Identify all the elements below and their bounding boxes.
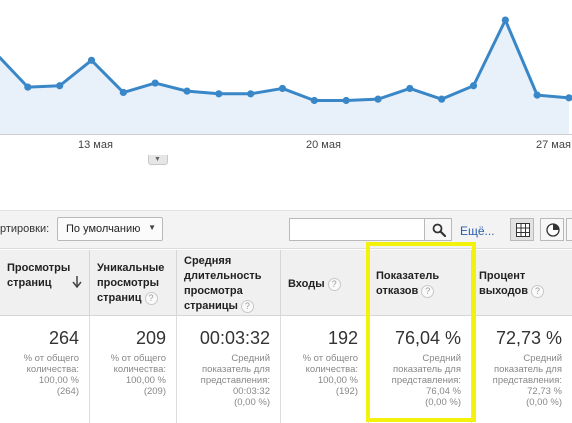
col-head-avg-time[interactable]: Средняя длительность просмотра страницы? (177, 250, 281, 316)
chart-point[interactable] (438, 95, 446, 103)
help-icon[interactable]: ? (531, 284, 545, 298)
col-head-entrances[interactable]: Входы? (281, 250, 369, 316)
table-toolbar: ртировки: По умолчанию ▼ Ещё... (0, 211, 572, 249)
col-head-pageviews[interactable]: Просмотры страниц (0, 250, 90, 316)
total-cell-exit-rate: 72,73 % Средний показатель для представл… (472, 316, 572, 423)
col-head-label: Уникальные просмотры страниц (97, 262, 165, 304)
chart-point[interactable] (56, 82, 64, 90)
chart-point[interactable] (278, 84, 287, 93)
x-tick-label-20-may: 20 мая (306, 139, 341, 151)
pie-chart-icon (546, 223, 560, 237)
col-head-bounce-rate[interactable]: Показатель отказов? (369, 250, 472, 316)
help-icon[interactable]: ? (421, 284, 435, 298)
total-subtext: Средний показатель для представления: 76… (391, 353, 461, 408)
total-cell-unique-pageviews: 209 % от общего количества: 100,00 % (20… (90, 316, 177, 423)
highlight-box (366, 242, 476, 422)
chart-point[interactable] (247, 90, 255, 98)
total-value: 72,73 % (495, 328, 562, 348)
view-pie-button[interactable] (540, 218, 564, 241)
table-grid-icon (516, 223, 530, 237)
chart-point[interactable] (501, 16, 509, 24)
chart-point[interactable] (342, 96, 350, 105)
col-head-exit-rate[interactable]: Процент выходов? (472, 250, 572, 316)
total-value: 00:03:32 (199, 328, 270, 348)
col-head-label: Процент выходов (479, 270, 529, 297)
total-value: 209 (135, 328, 166, 348)
total-subtext: Средний показатель для представления: 00… (200, 353, 270, 408)
chart-point[interactable] (374, 95, 382, 103)
total-subtext: % от общего количества: 100,00 % (209) (110, 353, 166, 397)
help-icon[interactable]: ? (327, 277, 341, 291)
x-tick-label-27-may: 27 мая (536, 139, 571, 151)
col-head-label: Просмотры страниц (7, 262, 71, 289)
chart-point[interactable] (24, 83, 32, 91)
search-button[interactable] (424, 218, 452, 241)
total-value: 264 (48, 328, 79, 348)
chart-point[interactable] (183, 87, 191, 95)
total-cell-avg-time: 00:03:32 Средний показатель для представ… (177, 316, 281, 423)
col-head-label: Средняя длительность просмотра страницы (184, 255, 262, 312)
timeline-chart-svg (0, 16, 572, 135)
total-cell-bounce-rate: 76,04 % Средний показатель для представл… (369, 316, 472, 423)
chart-point[interactable] (533, 91, 541, 99)
chart-point[interactable] (215, 90, 223, 98)
chart-point[interactable] (310, 96, 318, 105)
total-subtext: % от общего количества: 100,00 % (192) (302, 353, 358, 397)
help-icon[interactable]: ? (144, 291, 158, 305)
chart-point[interactable] (119, 88, 127, 97)
x-tick-label-13-may: 13 мая (78, 139, 113, 151)
total-subtext: Средний показатель для представления: 72… (492, 353, 562, 408)
help-icon[interactable]: ? (240, 299, 254, 313)
more-link[interactable]: Ещё... (460, 224, 495, 238)
total-subtext: % от общего количества: 100,00 % (264) (23, 353, 79, 397)
chart-expand-handle[interactable]: ▼ (148, 155, 168, 165)
sort-label: ртировки: (0, 223, 50, 235)
section-divider (0, 210, 572, 211)
view-more-button[interactable] (566, 218, 572, 241)
chevron-down-icon: ▼ (148, 223, 156, 232)
chart-area-fill (0, 20, 569, 134)
chart-point[interactable] (87, 56, 96, 64)
chart-point[interactable] (406, 84, 414, 93)
sort-arrow-down-icon (72, 276, 82, 288)
search-icon (432, 223, 446, 237)
chart-point[interactable] (469, 82, 478, 90)
total-cell-pageviews: 264 % от общего количества: 100,00 % (26… (0, 316, 90, 423)
col-head-label: Входы (288, 278, 325, 290)
chart-point[interactable] (151, 79, 159, 87)
timeline-chart (0, 0, 572, 160)
col-head-unique-pageviews[interactable]: Уникальные просмотры страниц? (90, 250, 177, 316)
chart-point[interactable] (565, 94, 572, 102)
chevron-down-icon: ▼ (154, 156, 161, 163)
view-table-button[interactable] (510, 218, 534, 241)
total-value: 192 (327, 328, 358, 348)
total-value: 76,04 % (394, 328, 461, 348)
total-cell-entrances: 192 % от общего количества: 100,00 % (19… (281, 316, 369, 423)
col-head-label: Показатель отказов (376, 270, 440, 297)
search-input[interactable] (289, 218, 424, 241)
sort-select-value: По умолчанию (66, 223, 141, 235)
sort-select[interactable]: По умолчанию ▼ (57, 217, 163, 241)
